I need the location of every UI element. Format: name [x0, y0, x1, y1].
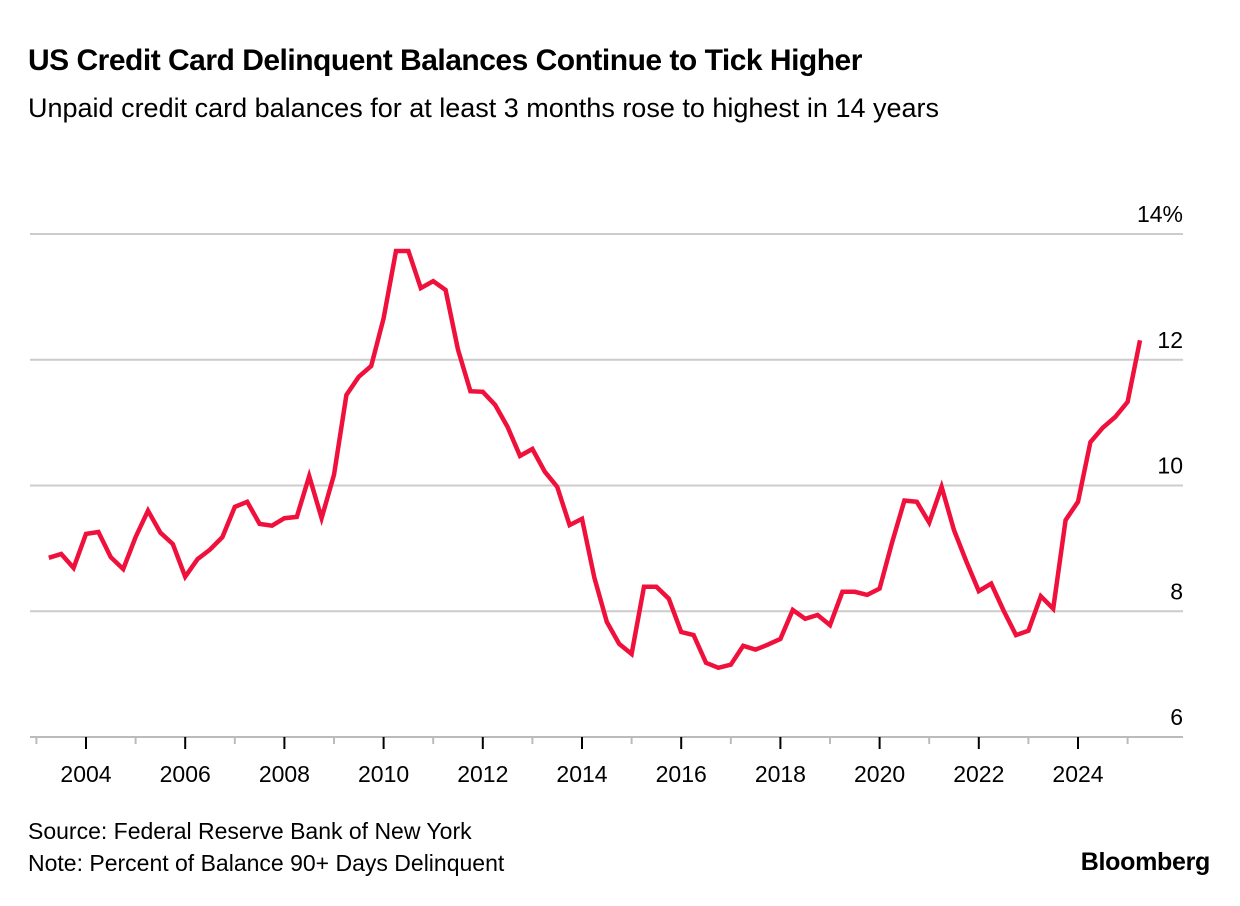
y-tick-label: 12: [1157, 327, 1183, 353]
x-tick-label: 2016: [656, 761, 707, 787]
x-tick-label: 2022: [953, 761, 1004, 787]
chart-subtitle: Unpaid credit card balances for at least…: [28, 93, 939, 123]
x-tick-label: 2014: [556, 761, 607, 787]
x-tick-label: 2024: [1052, 761, 1103, 787]
y-tick-label: 6: [1170, 704, 1183, 730]
y-tick-label: 14%: [1137, 201, 1183, 227]
x-tick-label: 2018: [755, 761, 806, 787]
x-tick-label: 2012: [457, 761, 508, 787]
x-tick-label: 2010: [358, 761, 409, 787]
source-note: Source: Federal Reserve Bank of New York: [28, 818, 472, 844]
series-line-delinquency: [48, 248, 1143, 671]
chart-title: US Credit Card Delinquent Balances Conti…: [28, 44, 862, 77]
y-tick-label: 8: [1170, 578, 1183, 604]
bloomberg-logo: Bloomberg: [1080, 848, 1211, 876]
x-tick-label: 2008: [259, 761, 310, 787]
x-tick-label: 2020: [854, 761, 905, 787]
x-tick-label: 2004: [60, 761, 111, 787]
x-tick-label: 2006: [160, 761, 211, 787]
footnote: Note: Percent of Balance 90+ Days Delinq…: [28, 850, 505, 876]
y-tick-label: 10: [1157, 453, 1183, 479]
